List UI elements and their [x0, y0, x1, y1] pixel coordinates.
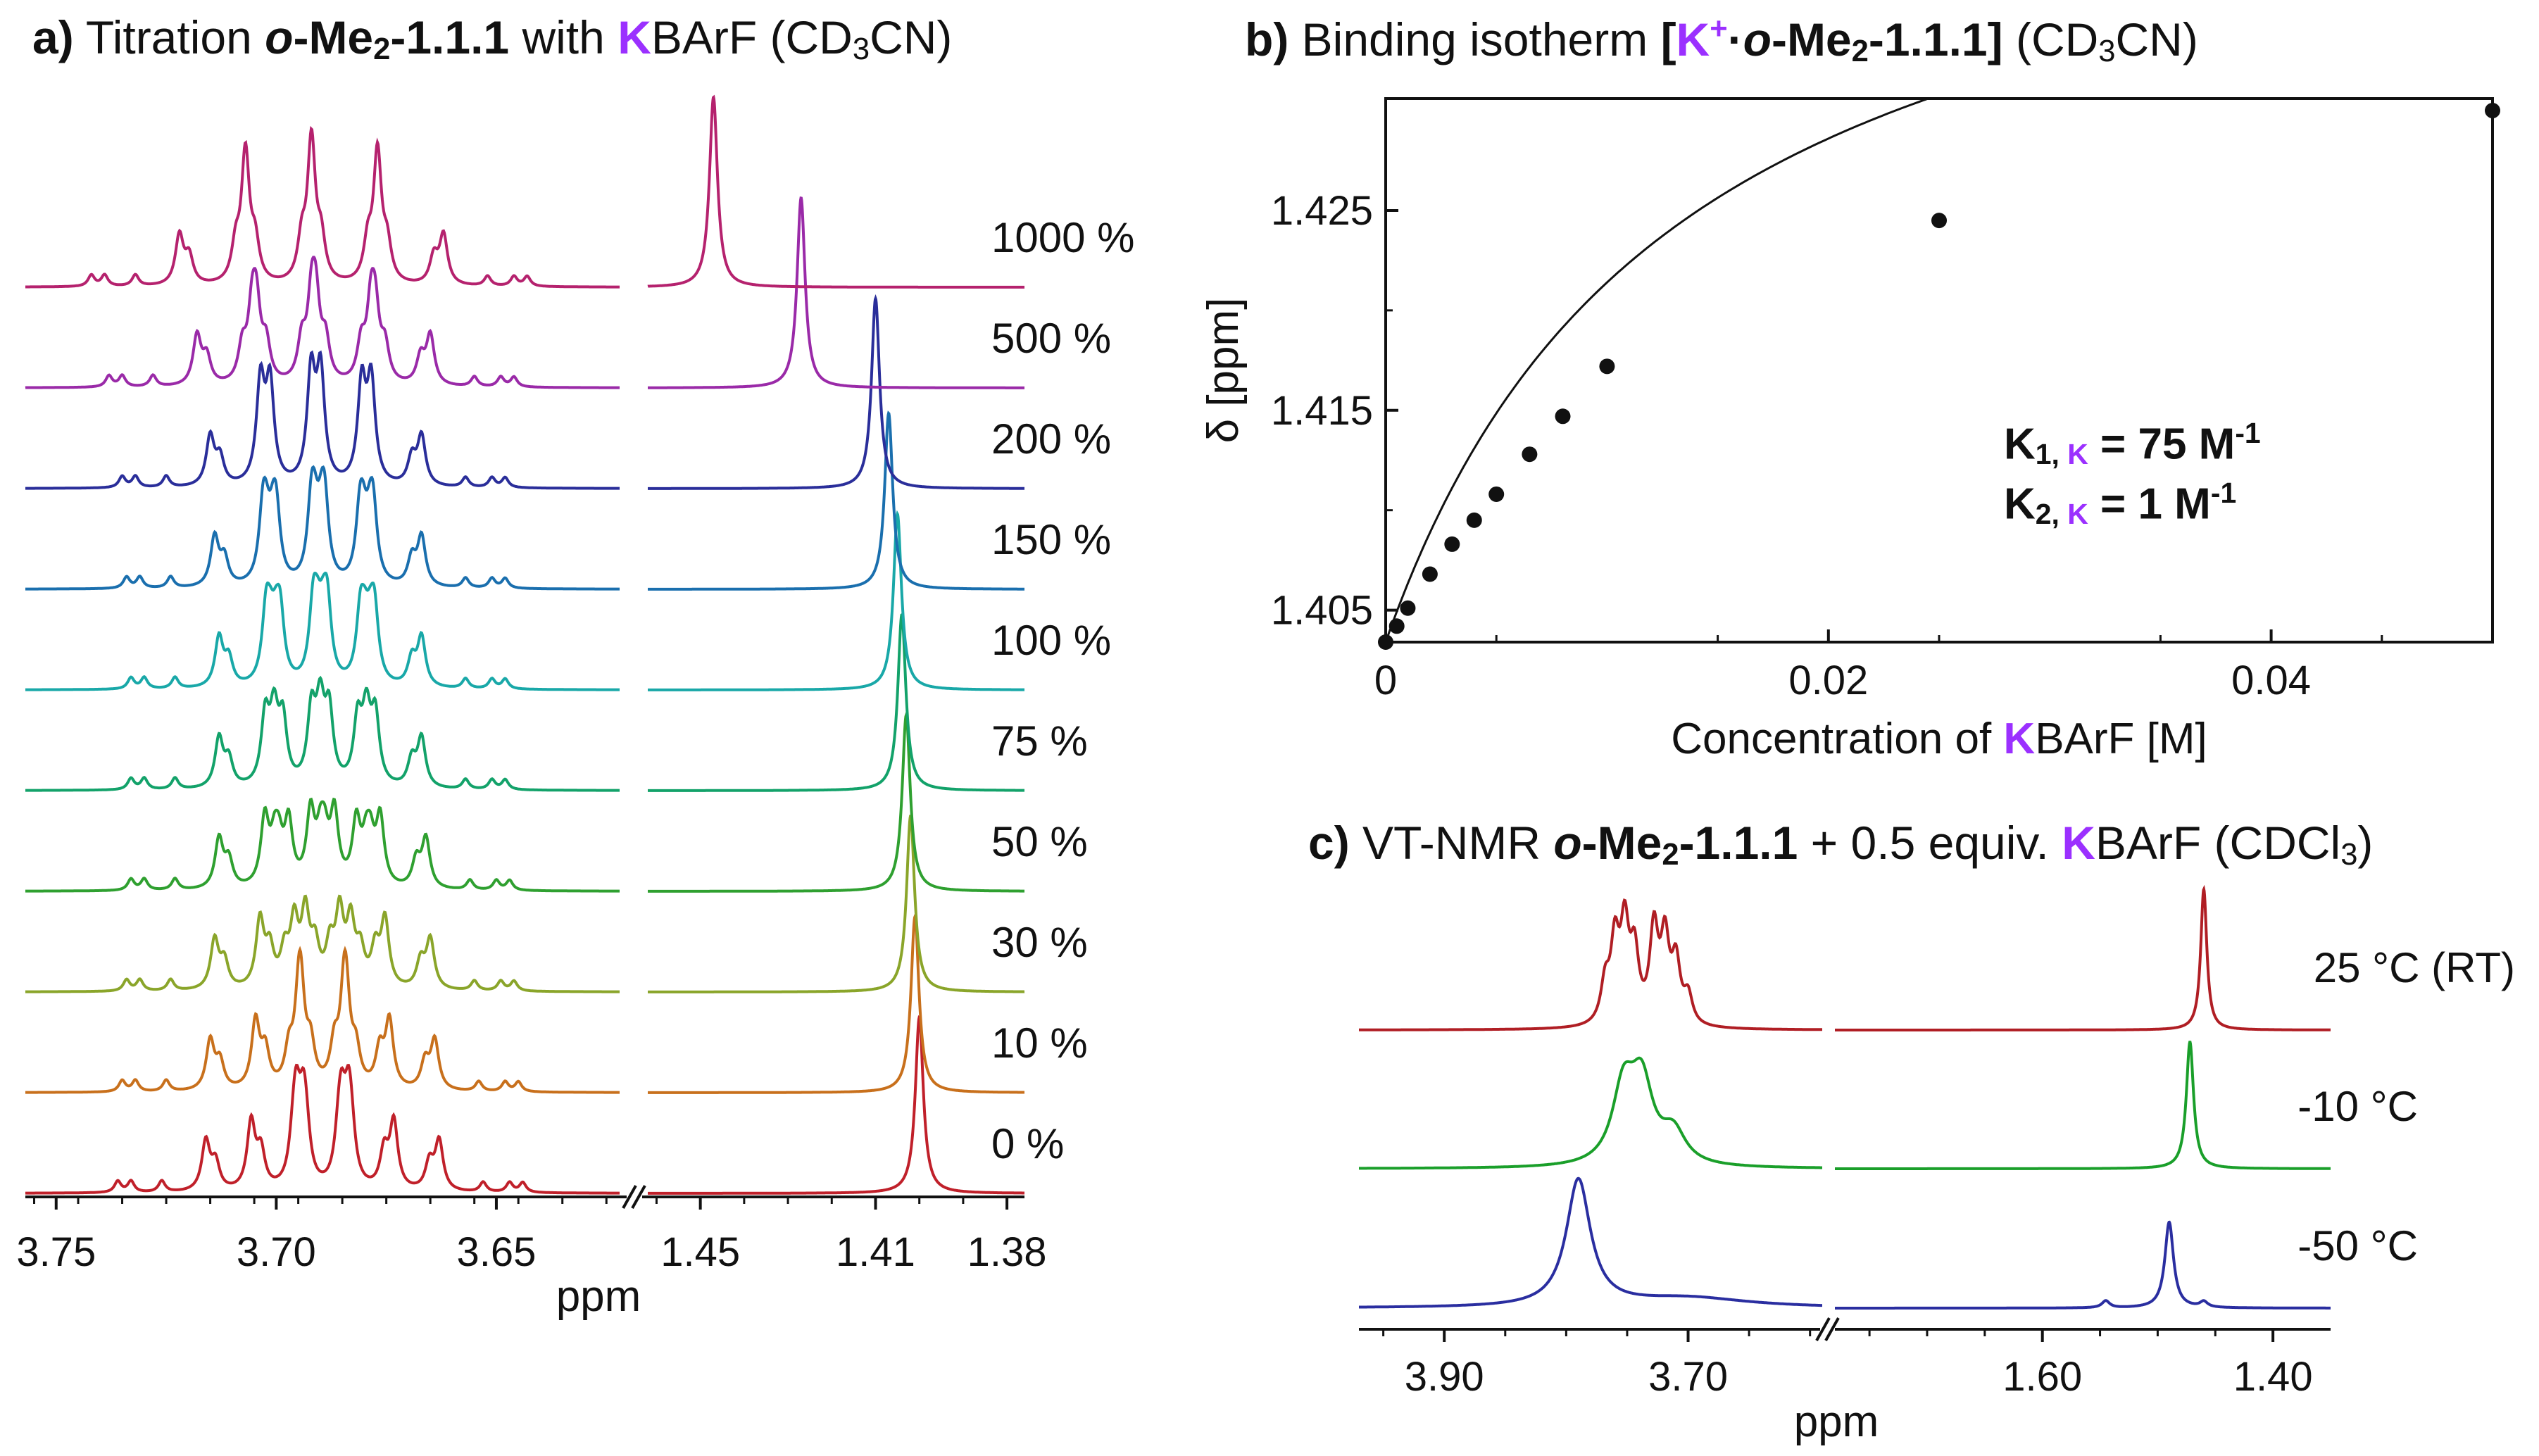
c-trace-left-1: [1359, 1056, 1822, 1170]
a-trace-right-4: [648, 613, 1024, 792]
b-y-tick-label-2: 1.425: [1271, 188, 1373, 234]
a-trace-left-4: [25, 675, 620, 792]
a-trace-label-1: 10 %: [991, 1019, 1088, 1067]
a-trace-left-0: [25, 1063, 620, 1195]
a-trace-label-3: 50 %: [991, 818, 1088, 865]
c-trace-right-1: [1835, 1041, 2331, 1170]
binding-constants: K1, K = 75 M-1 K2, K = 1 M-1: [2004, 414, 2261, 534]
b-x-tick-label-0: 0: [1374, 658, 1397, 703]
c-tick-label-left-0: 3.90: [1405, 1354, 1484, 1400]
b-plot-frame: [1384, 97, 2494, 644]
a-trace-left-6: [25, 465, 620, 591]
b-data-point-0: [1378, 634, 1393, 650]
b-data-point-7: [1522, 446, 1538, 463]
a-trace-right-6: [648, 410, 1024, 591]
a-trace-left-9: [25, 125, 620, 289]
c-axis-break: [1815, 1317, 1840, 1341]
c-x-axis-title: ppm: [1794, 1398, 1879, 1446]
b-y-tick-label-0: 1.405: [1271, 588, 1373, 634]
b-data-point-11: [2485, 103, 2500, 119]
a-trace-label-9: 1000 %: [991, 214, 1135, 261]
c-trace-label-0: -50 °C: [2297, 1222, 2418, 1269]
c-trace-label-2: 25 °C (RT): [2314, 944, 2515, 991]
b-data-point-5: [1466, 512, 1482, 528]
c-tick-label-right-1: 1.40: [2233, 1354, 2313, 1400]
b-x-axis-title: Concentration of KBArF [M]: [1671, 715, 2207, 763]
c-tick-label-right-0: 1.60: [2002, 1354, 2082, 1400]
a-trace-right-5: [648, 510, 1024, 691]
b-data-point-8: [1555, 408, 1571, 425]
a-trace-left-5: [25, 571, 620, 691]
b-data-point-1: [1388, 618, 1405, 634]
a-trace-label-6: 150 %: [991, 516, 1111, 563]
c-trace-right-0: [1835, 1220, 2331, 1310]
b-fit-curve: [1384, 97, 2493, 643]
b-x-tick-label-2: 0.04: [2231, 658, 2311, 703]
a-tick-label-left-2: 3.65: [457, 1229, 537, 1275]
a-trace-left-1: [25, 946, 620, 1094]
a-tick-label-left-0: 3.75: [16, 1229, 96, 1275]
b-data-point-10: [1931, 213, 1947, 229]
a-trace-label-8: 500 %: [991, 315, 1111, 362]
a-trace-label-0: 0 %: [991, 1120, 1064, 1167]
c-tick-label-left-1: 3.70: [1648, 1354, 1728, 1400]
panel-b-title: b) Binding isotherm [K+·o-Me2-1.1.1] (CD…: [1245, 12, 2198, 68]
k1-constant: K1, K = 75 M-1: [2004, 417, 2261, 470]
c-trace-label-1: -10 °C: [2297, 1083, 2418, 1130]
b-y-tick-label-1: 1.415: [1271, 388, 1373, 434]
a-trace-label-5: 100 %: [991, 617, 1111, 664]
a-trace-left-3: [25, 797, 620, 893]
a-trace-right-3: [648, 711, 1024, 893]
a-trace-left-7: [25, 350, 620, 490]
b-data-point-3: [1422, 566, 1438, 582]
k2-constant: K2, K = 1 M-1: [2004, 477, 2237, 531]
panel-c-title: c) VT-NMR o-Me2-1.1.1 + 0.5 equiv. KBArF…: [1308, 817, 2374, 872]
c-trace-right-2: [1835, 884, 2331, 1031]
b-y-axis-title: δ [ppm]: [1199, 298, 1248, 444]
a-x-axis-title: ppm: [556, 1272, 641, 1321]
a-tick-label-right-0: 1.45: [660, 1229, 740, 1275]
a-trace-label-7: 200 %: [991, 415, 1111, 463]
a-trace-left-8: [25, 256, 620, 389]
a-trace-label-2: 30 %: [991, 919, 1088, 966]
a-tick-label-right-1: 1.41: [836, 1229, 915, 1275]
a-tick-label-right-2: 1.38: [967, 1229, 1047, 1275]
a-tick-label-left-1: 3.70: [237, 1229, 316, 1275]
b-data-point-6: [1488, 486, 1505, 502]
a-trace-right-9: [647, 94, 1024, 289]
a-trace-left-2: [25, 894, 620, 993]
c-trace-left-2: [1359, 898, 1822, 1031]
b-data-point-2: [1400, 600, 1416, 616]
c-trace-left-0: [1359, 1176, 1822, 1309]
a-trace-right-7: [648, 294, 1024, 490]
a-trace-right-8: [648, 196, 1024, 389]
a-trace-right-1: [648, 912, 1024, 1094]
b-x-tick-label-1: 0.02: [1788, 658, 1868, 703]
a-axis-break: [622, 1185, 646, 1209]
a-trace-right-2: [648, 815, 1024, 993]
a-trace-right-0: [648, 1015, 1024, 1195]
b-data-point-9: [1599, 358, 1615, 375]
b-data-point-4: [1444, 536, 1460, 552]
a-trace-label-4: 75 %: [991, 717, 1088, 765]
panel-a-title: a) Titration o-Me2-1.1.1 with KBArF (CD3…: [32, 11, 953, 66]
